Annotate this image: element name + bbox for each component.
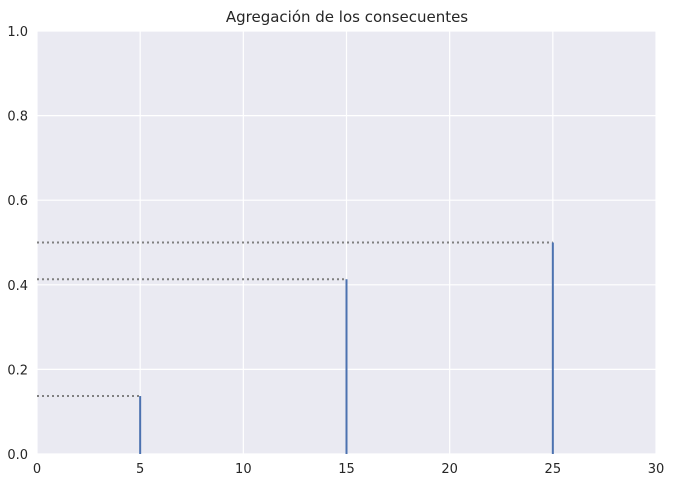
y-axis-ticks: 0.0 0.2 0.4 0.6 0.8 1.0: [7, 25, 28, 463]
x-tick-label: 15: [338, 462, 355, 477]
reference-lines: [37, 241, 553, 398]
x-tick-label: 10: [235, 462, 252, 477]
y-tick-label: 1.0: [7, 25, 28, 40]
y-tick-label: 0.8: [7, 110, 28, 125]
y-tick-label: 0.2: [7, 363, 28, 378]
x-tick-label: 5: [136, 462, 144, 477]
x-tick-label: 25: [545, 462, 562, 477]
stems: [139, 242, 554, 454]
chart-title: Agregación de los consecuentes: [226, 8, 468, 26]
y-tick-label: 0.6: [7, 194, 28, 209]
x-tick-label: 20: [441, 462, 458, 477]
y-tick-label: 0.0: [7, 448, 28, 463]
y-tick-label: 0.4: [7, 279, 28, 294]
x-tick-label: 0: [33, 462, 41, 477]
x-axis-ticks: 0 5 10 15 20 25 30: [33, 462, 664, 477]
x-tick-label: 30: [648, 462, 665, 477]
